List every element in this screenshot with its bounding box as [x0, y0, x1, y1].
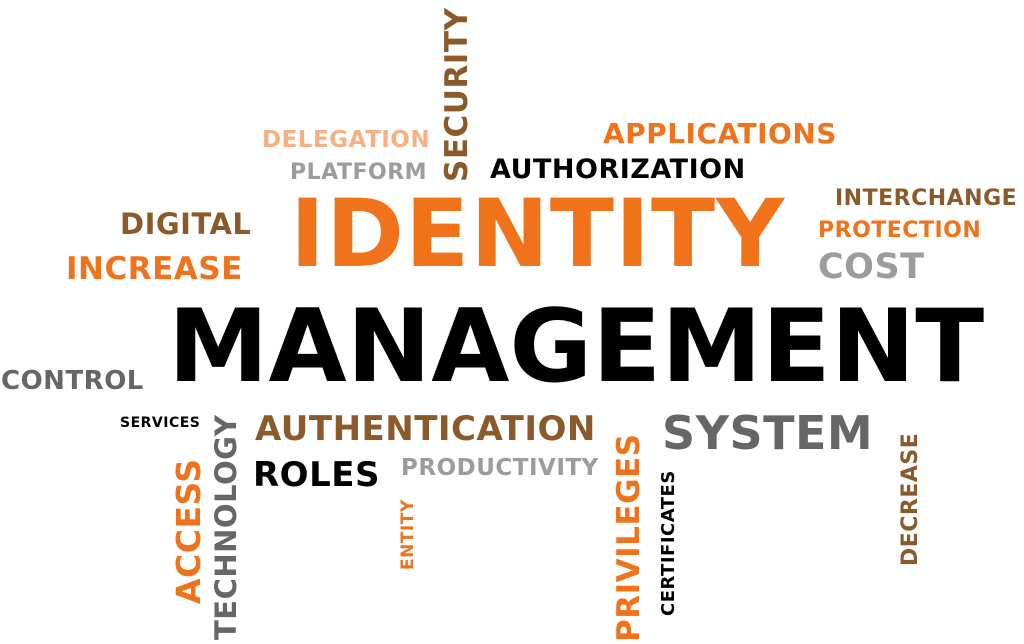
- word-interchange: INTERCHANGE: [835, 186, 1018, 211]
- word-authorization: AUTHORIZATION: [490, 154, 746, 185]
- word-decrease: DECREASE: [898, 432, 923, 566]
- word-system: SYSTEM: [662, 406, 874, 460]
- word-management: MANAGEMENT: [168, 287, 985, 405]
- word-entity: ENTITY: [398, 499, 418, 570]
- word-certificates: CERTIFICATES: [658, 470, 679, 616]
- word-identity: IDENTITY: [290, 180, 786, 289]
- word-platform: PLATFORM: [290, 160, 428, 185]
- word-protection: PROTECTION: [818, 218, 982, 243]
- word-authentication: AUTHENTICATION: [255, 409, 596, 449]
- word-increase: INCREASE: [66, 251, 243, 287]
- word-productivity: PRODUCTIVITY: [401, 455, 599, 481]
- word-access: ACCESS: [169, 458, 208, 604]
- word-applications: APPLICATIONS: [603, 117, 837, 150]
- word-privileges: PRIVILEGES: [611, 433, 647, 642]
- word-cost: COST: [818, 247, 925, 287]
- word-security: SECURITY: [439, 7, 475, 182]
- word-technology: TECHNOLOGY: [209, 414, 243, 640]
- word-control: CONTROL: [1, 366, 144, 396]
- word-roles: ROLES: [253, 455, 380, 495]
- word-digital: DIGITAL: [120, 207, 252, 241]
- word-services: SERVICES: [120, 415, 201, 431]
- word-delegation: DELEGATION: [262, 127, 431, 153]
